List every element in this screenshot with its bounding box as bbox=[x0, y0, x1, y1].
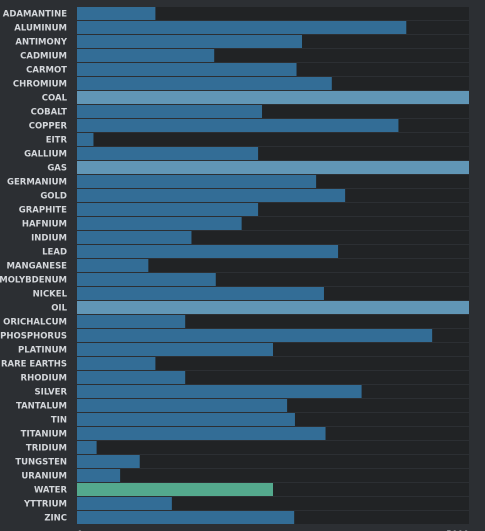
bar-phosphorus bbox=[77, 329, 433, 342]
category-label-aluminum: ALUMINUM bbox=[14, 24, 67, 34]
bar-gas bbox=[77, 161, 469, 174]
bar-cadmium bbox=[77, 49, 215, 62]
bar-hafnium bbox=[77, 217, 242, 230]
bar-track-rare-earths bbox=[77, 357, 469, 370]
bar-molybdenum bbox=[77, 273, 216, 286]
bar-tridium bbox=[77, 441, 97, 454]
bar-orichalcum bbox=[77, 315, 186, 328]
category-label-graphite: GRAPHITE bbox=[19, 206, 67, 216]
bar-tantalum bbox=[77, 399, 288, 412]
bar-graphite bbox=[77, 203, 259, 216]
category-label-cadmium: CADMIUM bbox=[20, 52, 67, 62]
bar-oil bbox=[77, 301, 469, 314]
category-label-oil: OIL bbox=[51, 304, 67, 314]
bar-platinum bbox=[77, 343, 273, 356]
category-label-platinum: PLATINUM bbox=[18, 346, 67, 356]
bar-copper bbox=[77, 119, 399, 132]
category-label-tungsten: TUNGSTEN bbox=[15, 458, 67, 468]
bar-aluminum bbox=[77, 21, 407, 34]
bar-track-adamantine bbox=[77, 7, 469, 20]
bar-silver bbox=[77, 385, 362, 398]
category-label-phosphorus: PHOSPHORUS bbox=[0, 332, 67, 342]
category-label-rhodium: RHODIUM bbox=[21, 374, 67, 384]
bar-gold bbox=[77, 189, 346, 202]
category-label-rare-earths: RARE EARTHS bbox=[1, 360, 67, 370]
category-label-uranium: URANIUM bbox=[21, 472, 67, 482]
category-label-zinc: ZINC bbox=[44, 514, 67, 524]
category-label-copper: COPPER bbox=[29, 122, 68, 132]
category-label-eitr: EITR bbox=[46, 136, 68, 146]
bar-coal bbox=[77, 91, 469, 104]
bar-antimony bbox=[77, 35, 303, 48]
category-label-tin: TIN bbox=[51, 416, 67, 426]
category-label-nickel: NICKEL bbox=[33, 290, 68, 300]
category-label-carmot: CARMOT bbox=[26, 66, 67, 76]
bar-gallium bbox=[77, 147, 259, 160]
bar-nickel bbox=[77, 287, 324, 300]
bar-germanium bbox=[77, 175, 317, 188]
bar-chromium bbox=[77, 77, 332, 90]
category-label-molybdenum: MOLYBDENUM bbox=[0, 276, 67, 286]
bar-uranium bbox=[77, 469, 121, 482]
category-label-manganese: MANGANESE bbox=[6, 262, 67, 272]
category-label-germanium: GERMANIUM bbox=[7, 178, 67, 188]
category-label-hafnium: HAFNIUM bbox=[22, 220, 67, 230]
bar-track-manganese bbox=[77, 259, 469, 272]
category-label-indium: INDIUM bbox=[31, 234, 67, 244]
bar-tin bbox=[77, 413, 295, 426]
bar-eitr bbox=[77, 133, 94, 146]
category-label-gas: GAS bbox=[47, 164, 67, 174]
category-label-gold: GOLD bbox=[40, 192, 67, 202]
bar-water bbox=[77, 483, 273, 496]
bar-track-tungsten bbox=[77, 455, 469, 468]
bar-track-yttrium bbox=[77, 497, 469, 510]
category-label-tridium: TRIDIUM bbox=[26, 444, 67, 454]
bar-zinc bbox=[77, 511, 295, 524]
bar-titanium bbox=[77, 427, 326, 440]
bar-manganese bbox=[77, 259, 149, 272]
category-label-tantalum: TANTALUM bbox=[16, 402, 67, 412]
bar-tungsten bbox=[77, 455, 140, 468]
bar-lead bbox=[77, 245, 339, 258]
category-label-yttrium: YTTRIUM bbox=[23, 500, 67, 510]
category-label-titanium: TITANIUM bbox=[21, 430, 67, 440]
bar-carmot bbox=[77, 63, 297, 76]
bar-adamantine bbox=[77, 7, 156, 20]
category-label-lead: LEAD bbox=[42, 248, 67, 258]
bar-track-uranium bbox=[77, 469, 469, 482]
category-label-water: WATER bbox=[34, 486, 68, 496]
category-label-orichalcum: ORICHALCUM bbox=[3, 318, 67, 328]
bar-track-eitr bbox=[77, 133, 469, 146]
bar-yttrium bbox=[77, 497, 172, 510]
bar-cobalt bbox=[77, 105, 263, 118]
category-label-cobalt: COBALT bbox=[31, 108, 68, 118]
category-label-gallium: GALLIUM bbox=[24, 150, 67, 160]
category-label-antimony: ANTIMONY bbox=[15, 38, 67, 48]
bar-track-tridium bbox=[77, 441, 469, 454]
bar-rare-earths bbox=[77, 357, 156, 370]
category-label-coal: COAL bbox=[42, 94, 68, 104]
bar-rhodium bbox=[77, 371, 186, 384]
category-label-adamantine: ADAMANTINE bbox=[3, 10, 67, 20]
category-label-silver: SILVER bbox=[35, 388, 68, 398]
category-label-chromium: CHROMIUM bbox=[13, 80, 67, 90]
bar-indium bbox=[77, 231, 192, 244]
